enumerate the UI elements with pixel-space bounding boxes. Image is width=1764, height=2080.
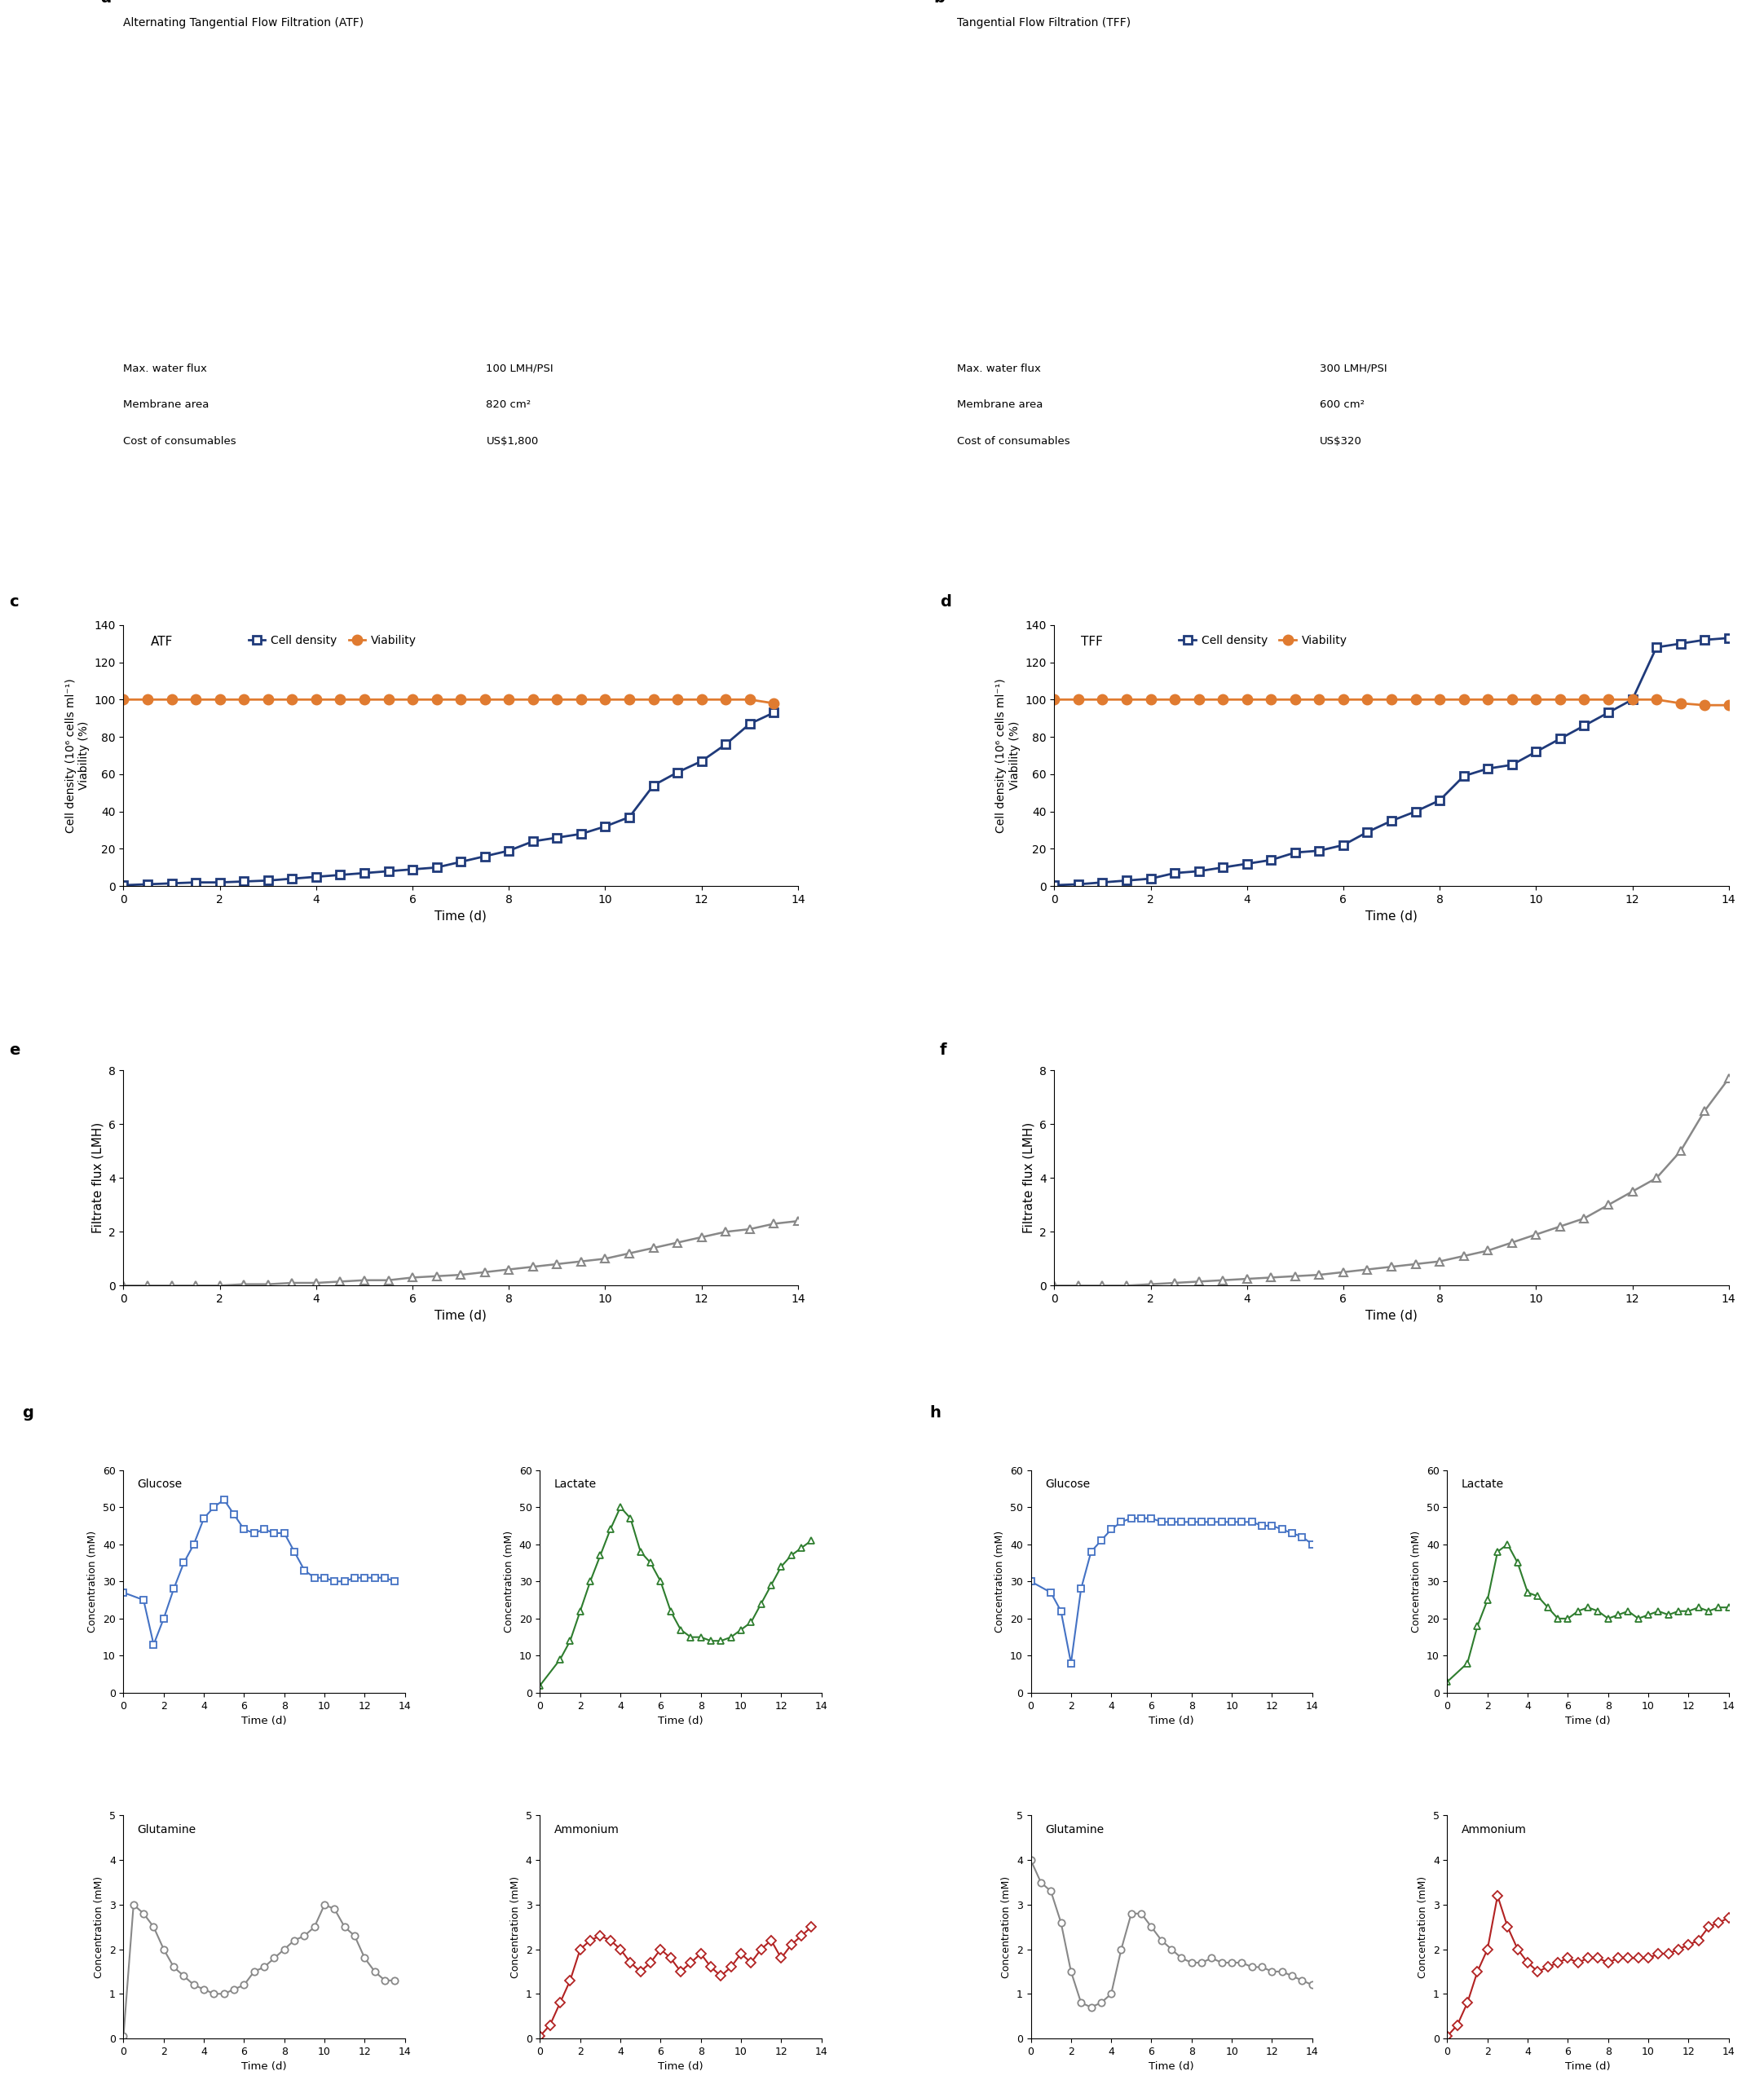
Text: Tangential Flow Filtration (TFF): Tangential Flow Filtration (TFF) <box>956 17 1131 29</box>
Text: b: b <box>933 0 946 6</box>
Text: Ammonium: Ammonium <box>554 1824 619 1837</box>
X-axis label: Time (d): Time (d) <box>1565 1716 1611 1726</box>
Text: Cost of consumables: Cost of consumables <box>123 437 236 447</box>
Text: Max. water flux: Max. water flux <box>956 364 1041 374</box>
Text: Glutamine: Glutamine <box>1044 1824 1104 1837</box>
X-axis label: Time (d): Time (d) <box>434 909 487 921</box>
Y-axis label: Filtrate flux (LMH): Filtrate flux (LMH) <box>1023 1123 1034 1233</box>
Text: Glucose: Glucose <box>1044 1479 1090 1489</box>
Y-axis label: Concentration (mM): Concentration (mM) <box>93 1876 104 1978</box>
Text: TFF: TFF <box>1081 634 1102 647</box>
Y-axis label: Concentration (mM): Concentration (mM) <box>1411 1531 1422 1633</box>
Text: ATF: ATF <box>150 634 173 647</box>
Text: Lactate: Lactate <box>1461 1479 1505 1489</box>
Text: e: e <box>9 1042 19 1057</box>
Text: 300 LMH/PSI: 300 LMH/PSI <box>1319 364 1387 374</box>
Text: Lactate: Lactate <box>554 1479 596 1489</box>
Y-axis label: Concentration (mM): Concentration (mM) <box>505 1531 515 1633</box>
Y-axis label: Concentration (mM): Concentration (mM) <box>1002 1876 1013 1978</box>
Y-axis label: Cell density (10⁶ cells ml⁻¹)
Viability (%): Cell density (10⁶ cells ml⁻¹) Viability … <box>995 678 1020 832</box>
Text: Membrane area: Membrane area <box>123 399 210 410</box>
Text: Max. water flux: Max. water flux <box>123 364 208 374</box>
X-axis label: Time (d): Time (d) <box>242 2061 288 2072</box>
Text: US$320: US$320 <box>1319 437 1362 447</box>
Text: Ammonium: Ammonium <box>1461 1824 1526 1837</box>
X-axis label: Time (d): Time (d) <box>1565 2061 1611 2072</box>
Text: Cost of consumables: Cost of consumables <box>956 437 1071 447</box>
Text: 820 cm²: 820 cm² <box>487 399 531 410</box>
X-axis label: Time (d): Time (d) <box>1365 909 1418 921</box>
X-axis label: Time (d): Time (d) <box>1148 1716 1194 1726</box>
X-axis label: Time (d): Time (d) <box>1365 1310 1418 1321</box>
Text: Alternating Tangential Flow Filtration (ATF): Alternating Tangential Flow Filtration (… <box>123 17 363 29</box>
Text: Glucose: Glucose <box>138 1479 182 1489</box>
Text: g: g <box>23 1406 34 1421</box>
X-axis label: Time (d): Time (d) <box>434 1310 487 1321</box>
Y-axis label: Concentration (mM): Concentration (mM) <box>88 1531 99 1633</box>
Legend: Cell density, Viability: Cell density, Viability <box>243 630 422 651</box>
Y-axis label: Concentration (mM): Concentration (mM) <box>510 1876 520 1978</box>
Y-axis label: Cell density (10⁶ cells ml⁻¹)
Viability (%): Cell density (10⁶ cells ml⁻¹) Viability … <box>65 678 90 832</box>
Text: d: d <box>940 593 951 609</box>
X-axis label: Time (d): Time (d) <box>242 1716 288 1726</box>
X-axis label: Time (d): Time (d) <box>1148 2061 1194 2072</box>
Legend: Cell density, Viability: Cell density, Viability <box>1175 630 1353 651</box>
Text: Glutamine: Glutamine <box>138 1824 196 1837</box>
Text: 100 LMH/PSI: 100 LMH/PSI <box>487 364 554 374</box>
Text: h: h <box>930 1406 940 1421</box>
Text: c: c <box>9 593 18 609</box>
Y-axis label: Filtrate flux (LMH): Filtrate flux (LMH) <box>92 1123 104 1233</box>
Text: a: a <box>101 0 111 6</box>
Y-axis label: Concentration (mM): Concentration (mM) <box>1418 1876 1429 1978</box>
X-axis label: Time (d): Time (d) <box>658 1716 704 1726</box>
Text: 600 cm²: 600 cm² <box>1319 399 1365 410</box>
Text: US$1,800: US$1,800 <box>487 437 538 447</box>
Y-axis label: Concentration (mM): Concentration (mM) <box>995 1531 1005 1633</box>
Text: f: f <box>940 1042 947 1057</box>
X-axis label: Time (d): Time (d) <box>658 2061 704 2072</box>
Text: Membrane area: Membrane area <box>956 399 1043 410</box>
